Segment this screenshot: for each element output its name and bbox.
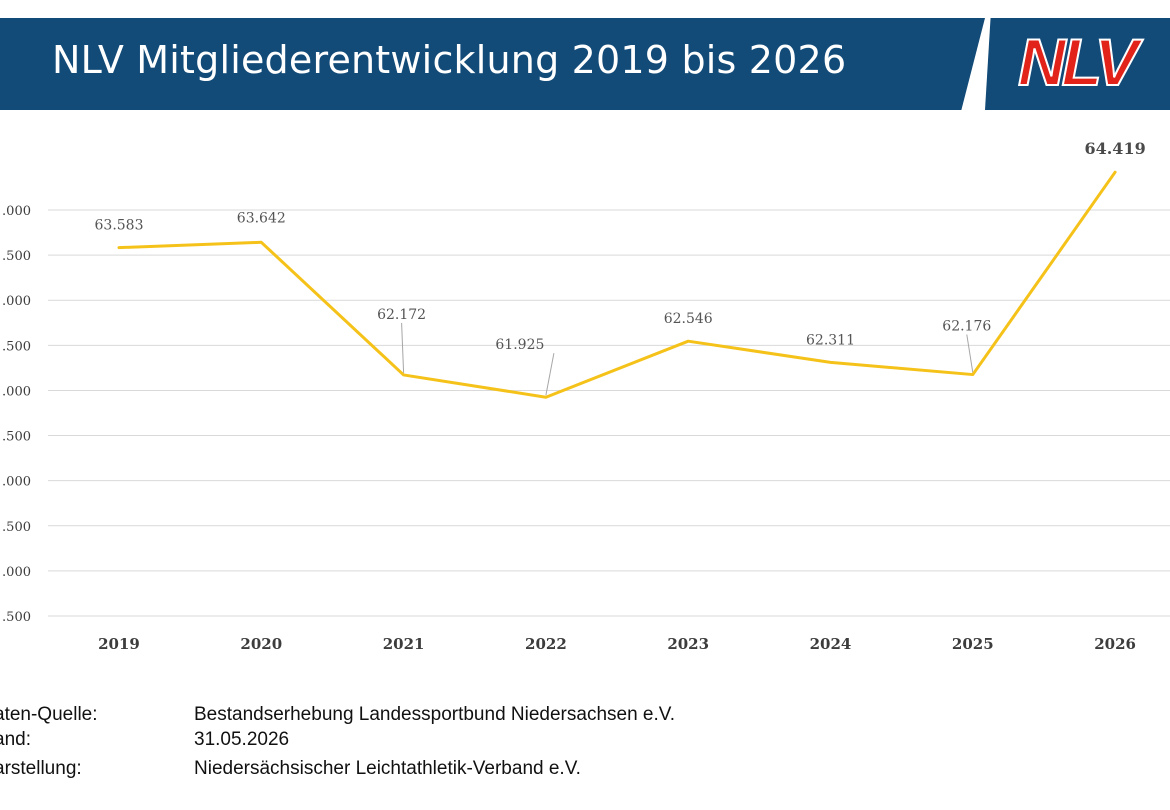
label-leader-line <box>545 353 555 396</box>
footer-author-label: arstellung: <box>0 758 82 779</box>
x-tick-label: 2024 <box>810 635 852 653</box>
y-tick-label: .500 <box>2 610 31 625</box>
data-label: 63.583 <box>95 218 144 234</box>
page-title: NLV Mitgliederentwicklung 2019 bis 2026 <box>52 38 847 82</box>
line-chart: .500 .000 .500 .000 .500 .000 .500 .000 .500 .000… <box>2 139 1170 653</box>
footer-source-label: aten-Quelle: <box>0 704 98 725</box>
y-tick-label: .000 <box>2 475 31 490</box>
footer-source-row: aten-Quelle: Bestandserhebung Landesspor… <box>0 704 1094 728</box>
data-label: 62.172 <box>377 307 426 323</box>
footer-source-value: Bestandserhebung Landessportbund Nieders… <box>194 704 675 725</box>
gridlines <box>48 209 1170 617</box>
x-tick-label: 2023 <box>667 635 709 653</box>
footer-date-label: and: <box>0 729 31 750</box>
footer-author-row: arstellung: Niedersächsischer Leichtathl… <box>0 758 1094 782</box>
x-tick-label: 2019 <box>98 635 140 653</box>
y-tick-label: .000 <box>2 294 31 309</box>
x-tick-label: 2022 <box>525 635 567 653</box>
y-tick-label: .000 <box>2 384 31 399</box>
nlv-logo: NLV <box>1017 24 1139 100</box>
y-axis-tick-labels: .500 .000 .500 .000 .500 .000 .500 .000 .500 .000 <box>2 204 31 625</box>
label-leader-line <box>966 334 974 373</box>
series-line <box>117 170 1117 399</box>
series-line-group <box>117 170 1117 399</box>
y-tick-label: .500 <box>2 249 31 264</box>
x-tick-label: 2020 <box>240 635 282 653</box>
footer-date-value: 31.05.2026 <box>194 729 290 750</box>
data-label: 64.419 <box>1084 139 1145 158</box>
data-labels: 63.583 63.642 62.172 61.925 62.546 62.311 62.1… <box>95 139 1146 353</box>
y-tick-label: .500 <box>2 520 31 535</box>
label-leader-lines <box>401 322 974 396</box>
y-tick-label: .500 <box>2 430 31 445</box>
label-leader-line <box>401 322 405 373</box>
data-label: 63.642 <box>237 210 286 226</box>
data-label: 61.925 <box>495 337 544 353</box>
y-tick-label: .000 <box>2 204 31 219</box>
data-label: 62.311 <box>806 332 855 348</box>
logo-box <box>985 18 1170 110</box>
header-bar <box>0 18 985 110</box>
x-tick-label: 2021 <box>383 635 425 653</box>
y-tick-label: .500 <box>2 339 31 354</box>
x-tick-label: 2025 <box>952 635 994 653</box>
x-axis-tick-labels: 2019 2020 2021 2022 2023 2024 2025 2026 <box>98 635 1136 653</box>
footer-date-row: and: 31.05.2026 <box>0 729 1094 753</box>
data-label: 62.176 <box>942 319 991 335</box>
x-tick-label: 2026 <box>1094 635 1136 653</box>
footer-author-value: Niedersächsischer Leichtathletik-Verband… <box>194 758 581 779</box>
data-label: 62.546 <box>664 311 713 327</box>
y-tick-label: .000 <box>2 565 31 580</box>
